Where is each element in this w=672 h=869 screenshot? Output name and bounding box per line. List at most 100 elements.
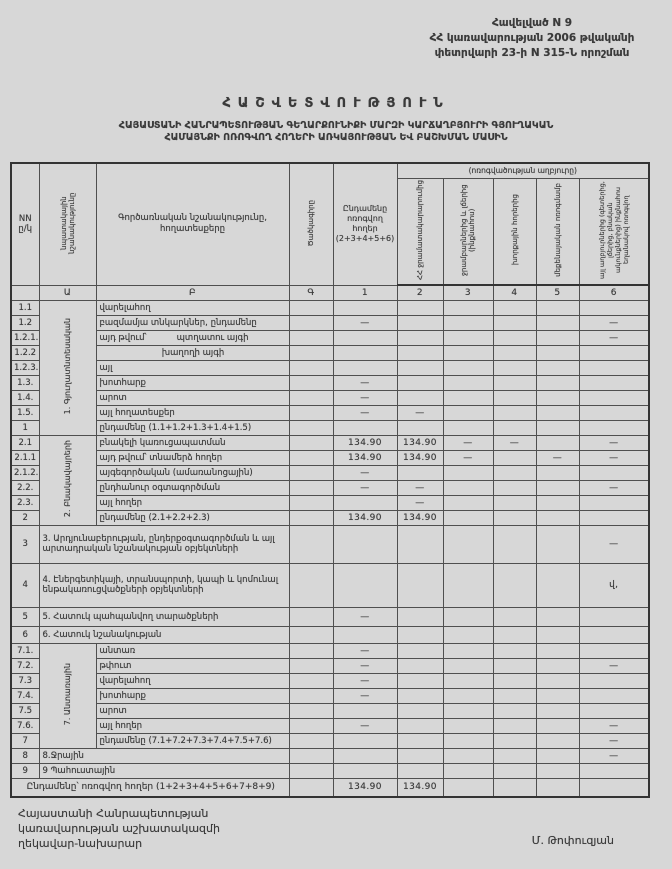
index-cell-0 (10, 284, 40, 301)
table-row: 1.1 1. Գյուղատնտեսական վարելահող (10, 299, 650, 436)
col-header-source-3: խորքային հորերից (492, 178, 537, 286)
col-header-nn: NN ը/կ (10, 162, 40, 286)
table-row: 1.2.3. այլ (10, 359, 650, 376)
value-cell-2: 134.90 (396, 777, 444, 798)
value-cell-4 (492, 389, 537, 406)
col-header-source-2-label: ջրամբարներից և լճերից (ինքնահոս) (460, 184, 476, 276)
table-row: 1.2.2 խաղողի այգի (10, 344, 650, 361)
value-cell-4 (492, 606, 537, 627)
value-cell-1: — (332, 672, 398, 689)
value-cell-1 (332, 344, 398, 361)
code-cell (288, 389, 334, 406)
row-no: 6 (10, 625, 40, 644)
value-cell-2 (396, 389, 444, 406)
value-cell-6: — (578, 717, 650, 734)
row-no: 7.1. (10, 642, 40, 659)
table-row: 5 5. Հատուկ պահպանվող տարածքների — (10, 606, 650, 627)
col-header-code: Ծածկագիրը (288, 162, 334, 286)
value-cell-4 (492, 299, 537, 316)
index-cell-4: 1 (332, 284, 398, 301)
appendix-line-1: Հավելված N 9 (491, 17, 573, 29)
value-cell-2 (396, 762, 444, 779)
value-cell-5 (535, 657, 580, 674)
row-no: 1.1 (10, 299, 40, 316)
value-cell-2 (396, 625, 444, 644)
value-cell-5 (535, 642, 580, 659)
value-cell-1 (332, 359, 398, 376)
value-cell-3 (442, 359, 494, 376)
row-no: 1.2.3. (10, 359, 40, 376)
row-label: այդ թվում՝ պտղատու այգի (95, 329, 290, 346)
value-cell-4 (492, 509, 537, 526)
value-cell-1: — (332, 657, 398, 674)
value-cell-3 (442, 657, 494, 674)
row-no: 3 (10, 524, 40, 564)
table-row: 1.3. խոտհարք — (10, 374, 650, 391)
value-cell-6: — (578, 747, 650, 764)
value-cell-2 (396, 419, 444, 436)
code-cell (288, 717, 334, 734)
table-row: 1.4. արոտ — (10, 389, 650, 406)
row-no: 7 (10, 732, 40, 749)
value-cell-1: — (332, 314, 398, 331)
value-cell-5 (535, 494, 580, 511)
value-cell-4 (492, 687, 537, 704)
value-cell-5 (535, 344, 580, 361)
value-cell-4 (492, 762, 537, 779)
section-label: 2. Բնակավայրերի (38, 434, 97, 526)
value-cell-2: — (396, 494, 444, 511)
value-cell-4 (492, 314, 537, 331)
value-cell-3 (442, 687, 494, 704)
value-cell-5 (535, 777, 580, 798)
row-label: վարելահող (95, 299, 290, 316)
index-cell-9: 6 (578, 284, 650, 301)
code-cell (288, 747, 334, 764)
value-cell-2 (396, 657, 444, 674)
value-cell-4 (492, 329, 537, 346)
code-cell (288, 479, 334, 496)
value-cell-3 (442, 625, 494, 644)
row-label: այլ հողեր (95, 494, 290, 511)
value-cell-4 (492, 657, 537, 674)
value-cell-2 (396, 374, 444, 391)
value-cell-4 (492, 672, 537, 689)
value-cell-3 (442, 747, 494, 764)
value-cell-4 (492, 642, 537, 659)
value-cell-6 (578, 464, 650, 481)
value-cell-2: 134.90 (396, 509, 444, 526)
value-cell-3 (442, 717, 494, 734)
row-label: ընդամենը (7.1+7.2+7.3+7.4+7.5+7.6) (95, 732, 290, 749)
code-cell (288, 672, 334, 689)
value-cell-2: 134.90 (396, 449, 444, 466)
value-cell-5 (535, 374, 580, 391)
value-cell-5 (535, 762, 580, 779)
value-cell-5 (535, 672, 580, 689)
value-cell-6 (578, 509, 650, 526)
value-cell-3 (442, 762, 494, 779)
value-cell-5 (535, 464, 580, 481)
value-cell-4 (492, 464, 537, 481)
value-cell-1: — (332, 389, 398, 406)
value-cell-3 (442, 606, 494, 627)
code-cell (288, 404, 334, 421)
row-label: 8.Ջրային (38, 747, 290, 764)
row-label: ընդամենը (2.1+2.2+2.3) (95, 509, 290, 526)
table-row: 1.5. այլ հողատեսքեր — — (10, 404, 650, 421)
table-row: 2.1 2. Բնակավայրերի բնակելի կառուցապատման 1… (10, 434, 650, 526)
table-row: 3 3. Արդյունաբերության, ընդերքօգտագործման… (10, 524, 650, 564)
signature: Մ. Թոփուզյան (531, 834, 614, 847)
value-cell-6: — (578, 479, 650, 496)
value-cell-3 (442, 419, 494, 436)
table-body: Ա Բ Գ 1 2 3 4 5 6 1.1 1. Գյուղատնտեսական վարելահող 1… (10, 284, 650, 798)
row-label: ընդհանուր օգտագործման (95, 479, 290, 496)
row-label: այգեգործական (ամառանոցային) (95, 464, 290, 481)
value-cell-6 (578, 625, 650, 644)
value-cell-1 (332, 419, 398, 436)
value-cell-5 (535, 687, 580, 704)
value-cell-6 (578, 299, 650, 316)
row-label: արոտ (95, 389, 290, 406)
value-cell-2 (396, 672, 444, 689)
value-cell-2 (396, 562, 444, 608)
value-cell-3 (442, 374, 494, 391)
table-row: 1 ընդամենը (1.1+1.2+1.3+1.4+1.5) (10, 419, 650, 436)
